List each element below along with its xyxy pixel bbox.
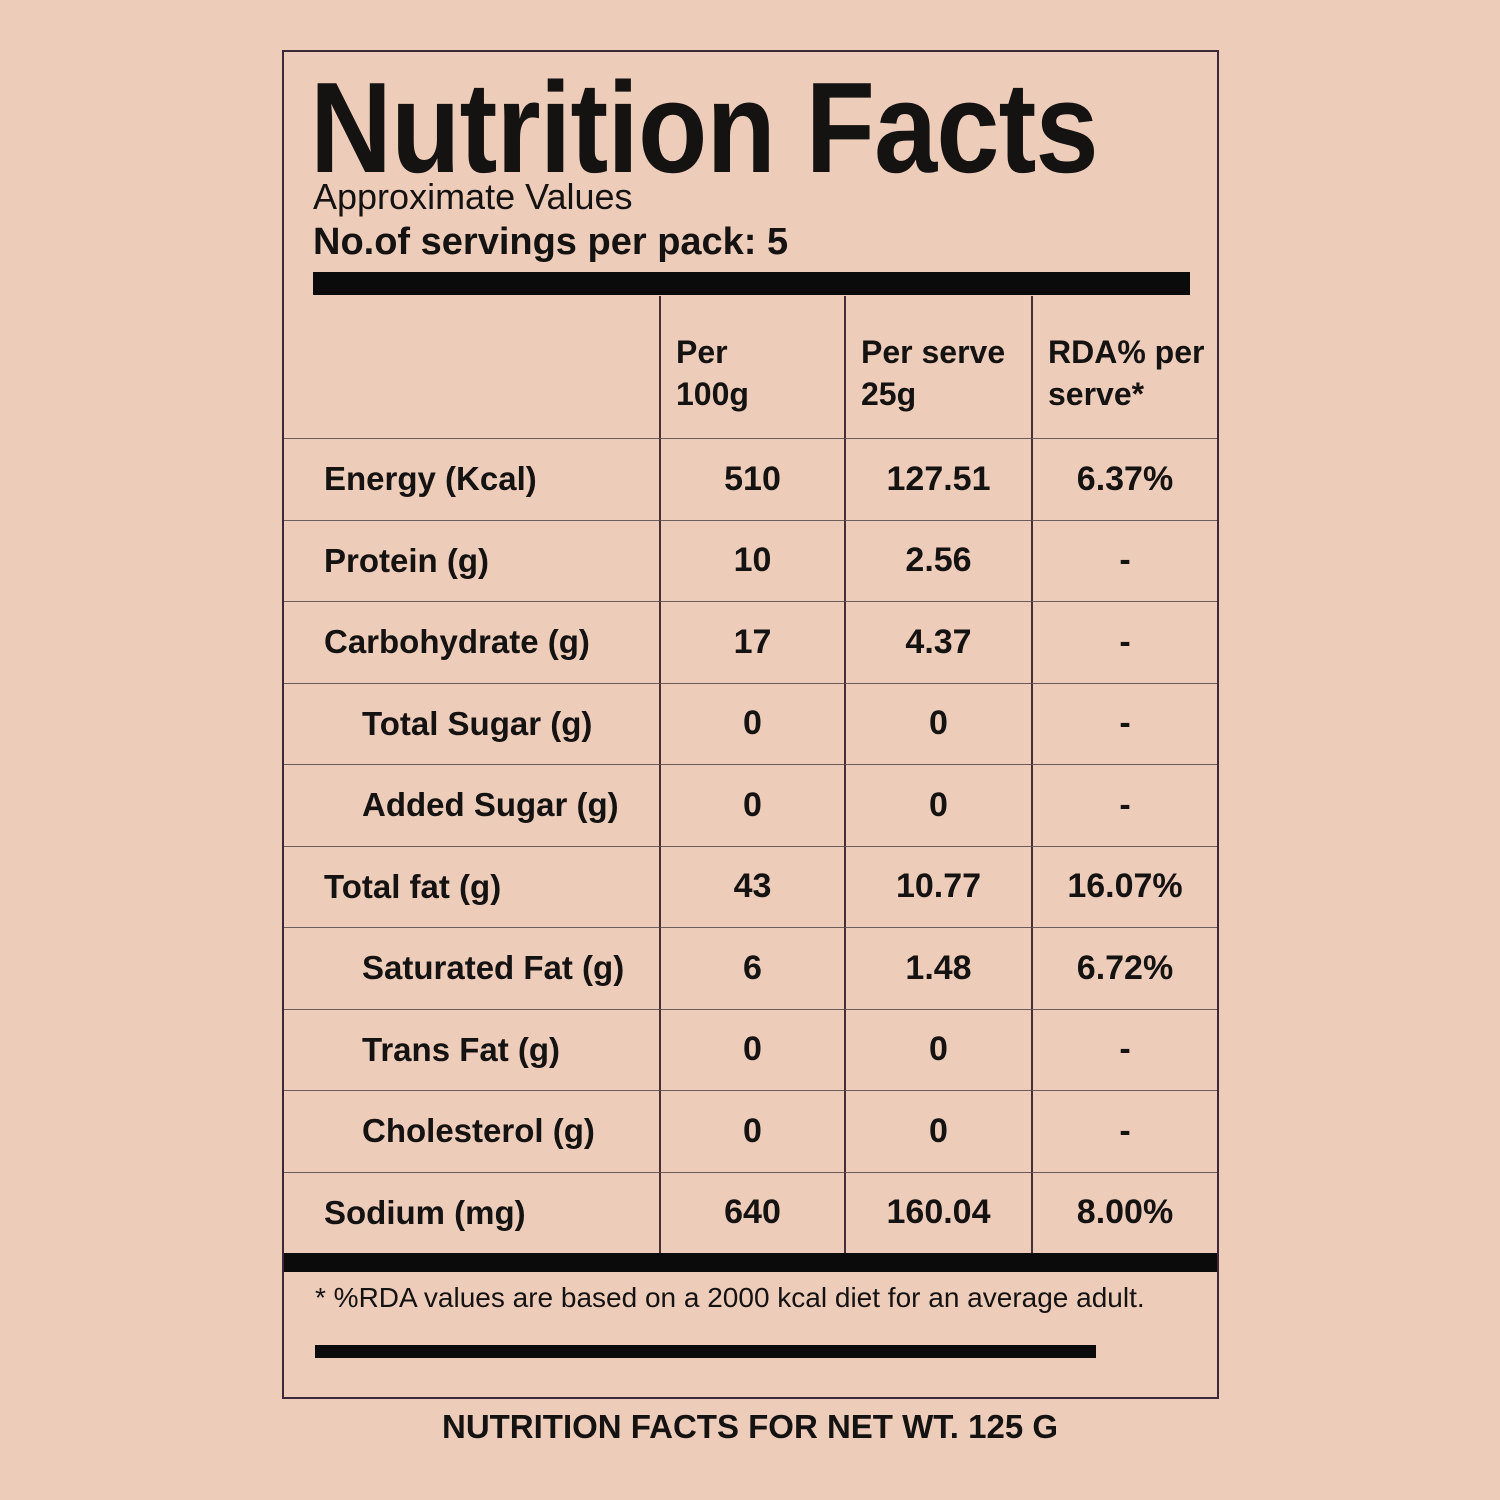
per-100g-value: 10 — [659, 519, 844, 601]
row-label: Energy (Kcal) — [284, 438, 659, 520]
per-100g-value: 0 — [659, 764, 844, 846]
per-serve-value: 0 — [844, 1090, 1031, 1172]
rda-value: - — [1031, 601, 1217, 683]
nutrition-table: Per 100g Per serve 25g RDA% per serve* E… — [284, 296, 1217, 1253]
row-label: Protein (g) — [284, 519, 659, 602]
subtitle: Approximate Values — [313, 176, 633, 217]
per-100g-value: 17 — [659, 601, 844, 683]
column-header-rda: RDA% per serve* — [1031, 296, 1217, 438]
per-serve-value: 2.56 — [844, 519, 1031, 601]
column-header-line: Per serve — [861, 333, 1006, 370]
net-weight-caption: NUTRITION FACTS FOR NET WT. 125 G — [441, 1408, 1059, 1445]
row-label: Carbohydrate (g) — [284, 601, 659, 683]
per-100g-value: 510 — [659, 438, 844, 520]
row-label: Sodium (mg) — [284, 1171, 659, 1254]
row-label: Total fat (g) — [284, 845, 659, 928]
row-label: Trans Fat (g) — [284, 1008, 659, 1091]
per-serve-value: 0 — [844, 1008, 1031, 1090]
column-header-line: serve* — [1048, 376, 1145, 412]
row-label: Saturated Fat (g) — [284, 927, 659, 1009]
footnote-divider-bar — [315, 1345, 1096, 1358]
rda-value: 16.07% — [1031, 845, 1217, 927]
column-header-per-serve: Per serve 25g — [844, 296, 1031, 438]
row-label: Cholesterol (g) — [284, 1090, 659, 1172]
label-box: Nutrition Facts Approximate Values No.of… — [282, 50, 1219, 1399]
rda-value: 8.00% — [1031, 1171, 1217, 1253]
rda-value: - — [1031, 764, 1217, 846]
per-serve-value: 127.51 — [844, 438, 1031, 520]
column-header-line: 25g — [861, 376, 917, 412]
page-title: Nutrition Facts — [310, 56, 1099, 200]
per-serve-value: 4.37 — [844, 601, 1031, 683]
table-bottom-divider-bar — [284, 1253, 1217, 1272]
per-100g-value: 0 — [659, 1008, 844, 1090]
rda-value: - — [1031, 682, 1217, 764]
footnote: * %RDA values are based on a 2000 kcal d… — [315, 1282, 1145, 1313]
rda-value: 6.72% — [1031, 927, 1217, 1009]
servings-count: No.of servings per pack: 5 — [313, 221, 789, 263]
table-corner-cell — [284, 296, 659, 438]
per-100g-value: 43 — [659, 845, 844, 927]
rda-value: - — [1031, 1090, 1217, 1172]
per-serve-value: 0 — [844, 682, 1031, 764]
rda-value: - — [1031, 1008, 1217, 1090]
per-100g-value: 640 — [659, 1171, 844, 1253]
per-100g-value: 0 — [659, 1090, 844, 1172]
column-header-per-100g: Per 100g — [659, 296, 844, 438]
column-header-line: RDA% per — [1048, 333, 1205, 370]
row-label: Added Sugar (g) — [284, 764, 659, 846]
row-label: Total Sugar (g) — [284, 682, 659, 765]
column-header-line: Per — [676, 333, 728, 370]
per-serve-value: 160.04 — [844, 1171, 1031, 1253]
rda-value: 6.37% — [1031, 438, 1217, 520]
top-divider-bar — [313, 272, 1190, 295]
column-header-line: 100g — [676, 376, 749, 412]
per-100g-value: 6 — [659, 927, 844, 1009]
rda-value: - — [1031, 519, 1217, 601]
per-serve-value: 0 — [844, 764, 1031, 846]
per-serve-value: 10.77 — [844, 845, 1031, 927]
per-100g-value: 0 — [659, 682, 844, 764]
per-serve-value: 1.48 — [844, 927, 1031, 1009]
